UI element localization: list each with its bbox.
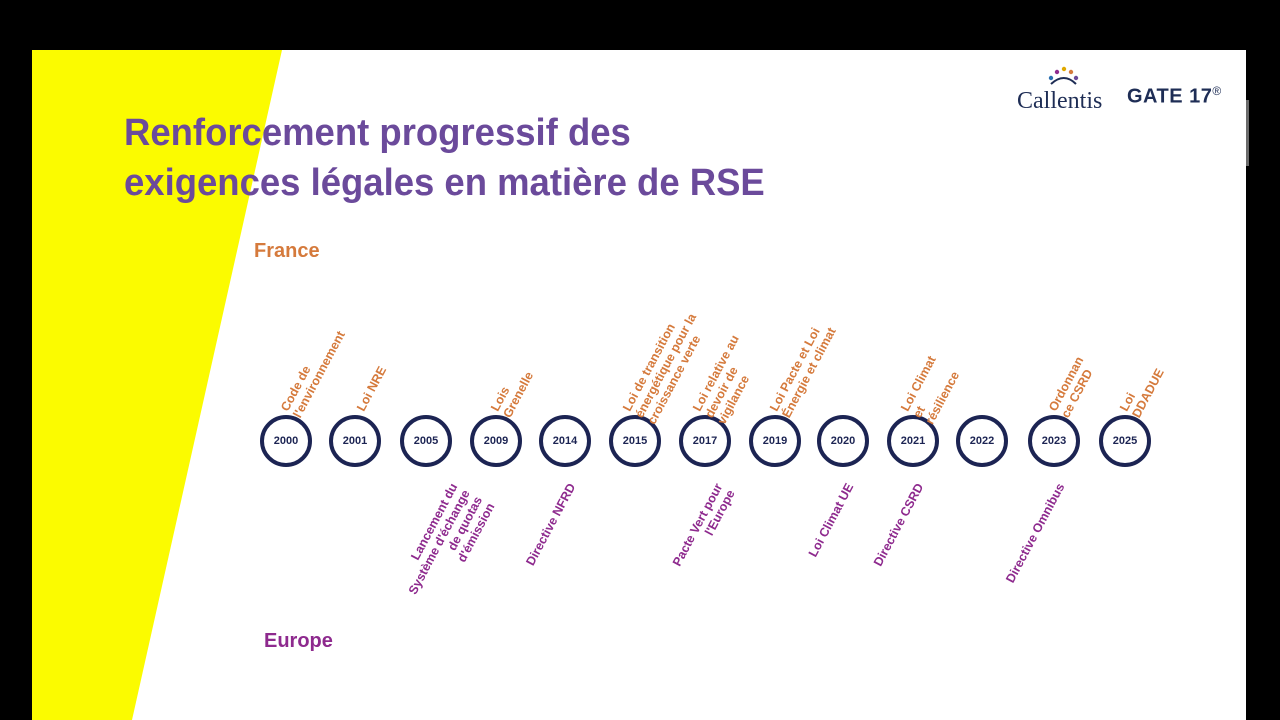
france-event-text: Loi NRE (354, 364, 389, 413)
europe-event-text: Pacte Vert pour l'Europe (670, 481, 738, 575)
year-marker-2015: 2015 (609, 415, 661, 467)
europe-event-line: Loi Climat UE (805, 481, 857, 560)
region-label-france: France (254, 240, 320, 262)
title-line-1: Renforcement progressif des (124, 112, 631, 154)
year-marker-2021: 2021 (887, 415, 939, 467)
callentis-logo-text: Callentis (1017, 88, 1103, 114)
france-event-line: Loi NRE (354, 364, 390, 414)
year-marker-2001: 2001 (329, 415, 381, 467)
gate17-logo: GATE 17® (1127, 84, 1222, 109)
france-event-text: Loi relative au devoir de vigilance (690, 333, 767, 427)
year-marker-2025: 2025 (1099, 415, 1151, 467)
europe-event-line: Directive CSRD (870, 481, 927, 569)
title-line-2: exigences légales en matière de RSE (124, 162, 765, 204)
europe-event-line: Directive Omnibus (1003, 481, 1068, 586)
slide-title: Renforcement progressif des exigences lé… (124, 108, 765, 208)
gate17-logo-text: GATE 17 (1127, 85, 1213, 108)
right-border-mark (1246, 100, 1249, 166)
france-event-text: Loi DDADUE (1117, 360, 1167, 420)
callentis-logo-icon (1048, 66, 1079, 85)
europe-event-line: Directive NFRD (523, 481, 579, 568)
france-event-text: Lois Grenelle (488, 363, 536, 420)
registered-mark: ® (1212, 84, 1222, 98)
year-marker-2023: 2023 (1028, 415, 1080, 467)
europe-event-text: Directive NFRD (523, 481, 578, 568)
year-marker-2019: 2019 (749, 415, 801, 467)
year-marker-2020: 2020 (817, 415, 869, 467)
year-marker-2014: 2014 (539, 415, 591, 467)
france-event-text: Code de l'environnement (278, 322, 348, 420)
europe-event-text: Directive CSRD (871, 481, 926, 569)
right-border (1246, 50, 1280, 720)
france-event-text: Loi Pacte et Loi Énergie et climat (767, 319, 839, 420)
timeline: 2000 Code de l'environnement 2001 Loi NRE 200… (32, 50, 1246, 720)
logos: Callentis GATE 17® (1017, 62, 1227, 122)
europe-event-text: Directive Omnibus (1003, 481, 1067, 585)
year-marker-2005: 2005 (400, 415, 452, 467)
year-marker-2022: 2022 (956, 415, 1008, 467)
region-label-europe: Europe (264, 630, 333, 652)
slide: Renforcement progressif des exigences lé… (32, 50, 1246, 720)
year-marker-2017: 2017 (679, 415, 731, 467)
europe-event-text: Lancement du Système d'échange de quotas d'… (393, 481, 498, 610)
europe-event-text: Loi Climat UE (806, 481, 857, 559)
france-event-text: Ordonnan ce CSRD (1046, 354, 1099, 420)
year-marker-2000: 2000 (260, 415, 312, 467)
year-marker-2009: 2009 (470, 415, 522, 467)
